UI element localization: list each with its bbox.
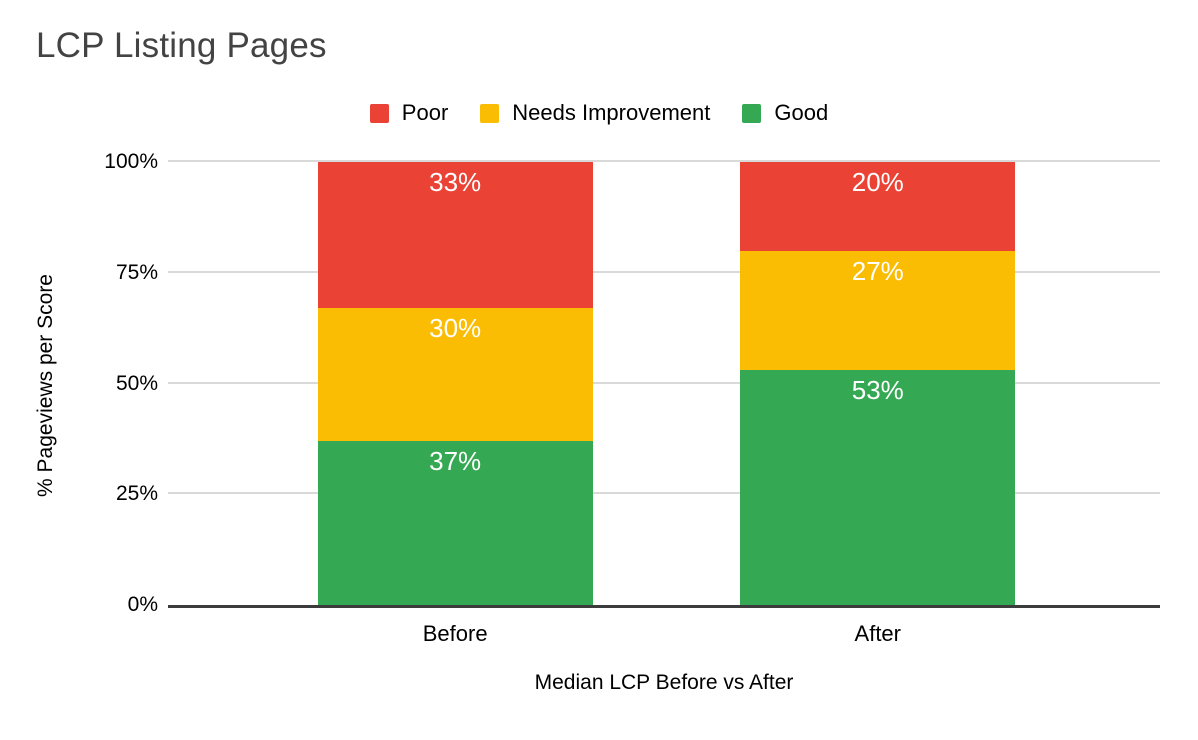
gridline xyxy=(168,270,1160,273)
x-axis-title: Median LCP Before vs After xyxy=(534,671,794,694)
bar-segment-value-label: 27% xyxy=(851,255,904,286)
gridline xyxy=(168,492,1160,495)
bar-segment-poor: 20% xyxy=(740,162,1016,251)
y-axis-tick-label: 0% xyxy=(127,593,158,616)
bar-segment-value-label: 20% xyxy=(851,167,904,197)
legend-item-label: Needs Improvement xyxy=(512,100,711,125)
gridline xyxy=(168,381,1160,384)
legend: Poor Needs Improvement Good xyxy=(0,98,1198,128)
bar-segment-needs-improvement: 30% xyxy=(317,308,593,442)
y-axis-title-container: % Pageviews per Score xyxy=(26,162,66,608)
legend-color-swatch-icon xyxy=(742,103,762,123)
legend-item-label: Poor xyxy=(401,100,449,125)
legend-item-needs-improvement: Needs Improvement xyxy=(480,100,710,126)
y-axis-title: % Pageviews per Score xyxy=(34,273,57,497)
bar-segment-value-label: 53% xyxy=(851,375,904,406)
legend-item-label: Good xyxy=(774,100,829,125)
legend-item-poor: Poor xyxy=(369,100,449,126)
y-axis-tick-label: 25% xyxy=(115,482,158,506)
plot-area: Median LCP Before vs After 0% 25% 50% 75% 10… xyxy=(104,150,1160,694)
bar-segment-value-label: 37% xyxy=(429,446,482,477)
bar-segment-needs-improvement: 27% xyxy=(740,250,1016,371)
bar-segment-poor: 33% xyxy=(317,162,593,309)
gridline xyxy=(168,160,1160,162)
chart-title: LCP Listing Pages xyxy=(36,26,327,65)
bar-segment-value-label: 30% xyxy=(429,313,482,344)
legend-item-good: Good xyxy=(742,100,828,126)
legend-color-swatch-icon xyxy=(369,103,389,123)
legend-color-swatch-icon xyxy=(480,103,500,123)
bar-before: 33% 30% 37% xyxy=(317,162,593,605)
bar-segment-value-label: 33% xyxy=(429,167,482,197)
y-axis-tick-label: 50% xyxy=(115,371,158,395)
y-axis-tick-label: 75% xyxy=(115,260,158,284)
bar-after: 20% 27% 53% xyxy=(740,162,1016,605)
bar-segment-good: 37% xyxy=(317,441,593,605)
x-axis-category-label: Before xyxy=(422,621,488,646)
y-axis-tick-label: 100% xyxy=(104,150,158,173)
bar-segment-good: 53% xyxy=(740,370,1016,605)
x-axis-category-label: After xyxy=(854,621,901,646)
